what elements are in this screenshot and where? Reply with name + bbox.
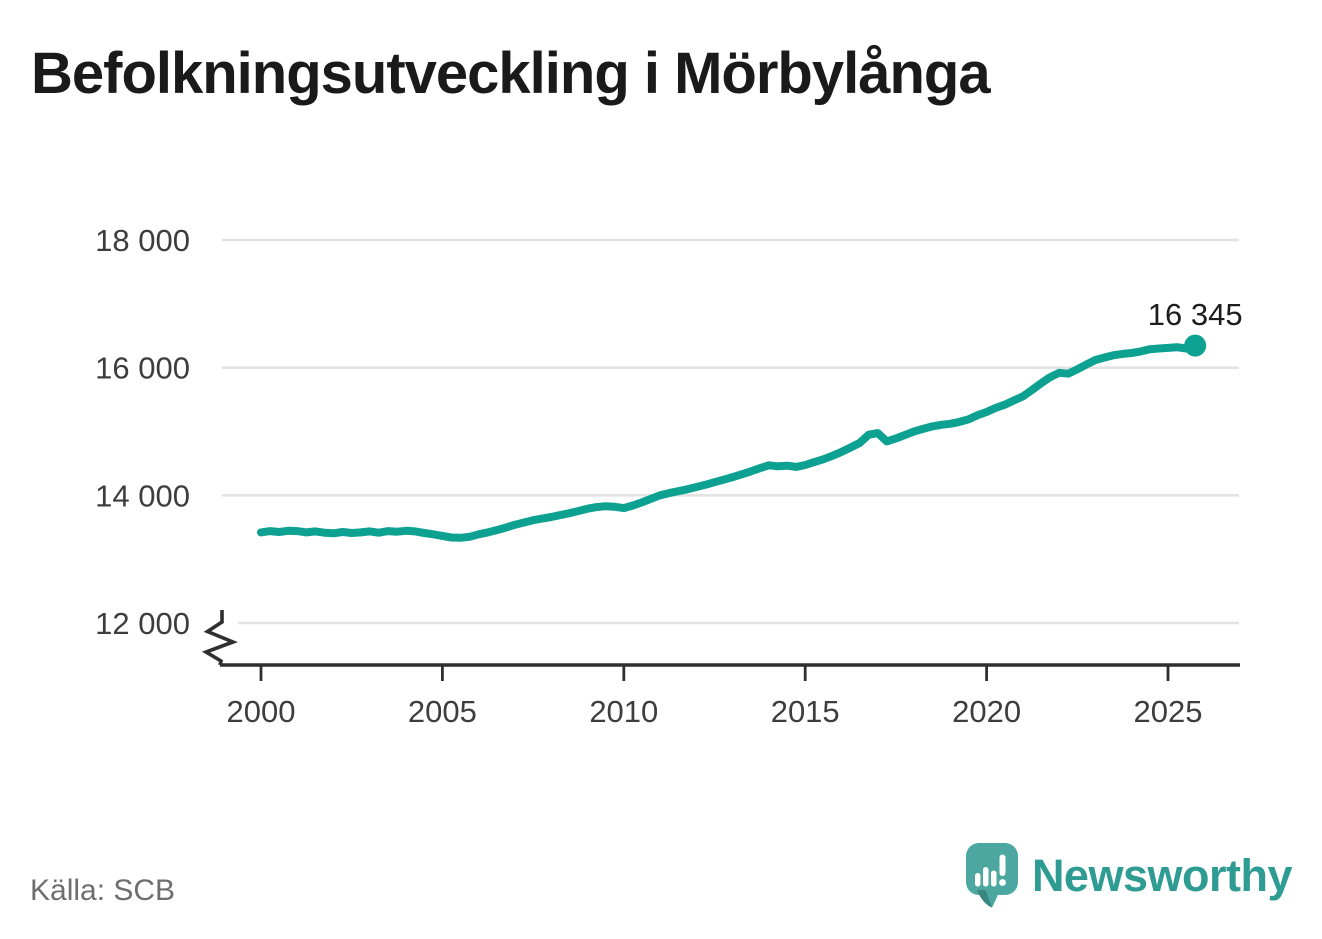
axis-break-icon bbox=[201, 610, 238, 666]
source-note: Källa: SCB bbox=[30, 874, 176, 907]
logo-bubble-shape bbox=[965, 843, 1018, 895]
logo-exclamation-dot bbox=[999, 879, 1006, 886]
population-line bbox=[257, 341, 1200, 542]
y-tick-label: 18 000 bbox=[95, 223, 190, 258]
end-point-label: 16 345 bbox=[1148, 297, 1243, 332]
y-tick-label: 12 000 bbox=[95, 606, 190, 641]
x-tick-label: 2025 bbox=[1134, 694, 1203, 729]
newsworthy-logo-text: Newsworthy bbox=[1031, 849, 1293, 901]
x-tick-label: 2000 bbox=[227, 694, 296, 729]
y-tick-label: 14 000 bbox=[95, 478, 190, 513]
logo-exclamation-bar bbox=[999, 854, 1006, 876]
y-tick-label: 16 000 bbox=[95, 351, 190, 386]
x-tick-label: 2020 bbox=[952, 694, 1021, 729]
end-point-marker bbox=[1184, 334, 1207, 357]
logo-bubble-tail-shade bbox=[976, 890, 992, 908]
x-tick-label: 2010 bbox=[589, 694, 658, 729]
x-tick-label: 2015 bbox=[771, 694, 840, 729]
newsworthy-logo-icon bbox=[965, 843, 1018, 908]
x-tick-label: 2005 bbox=[408, 694, 477, 729]
page-title: Befolkningsutveckling i Mörbylånga bbox=[31, 41, 991, 106]
logo-bar-chart-icon bbox=[974, 854, 1006, 887]
newsworthy-logo: Newsworthy bbox=[965, 842, 1293, 908]
